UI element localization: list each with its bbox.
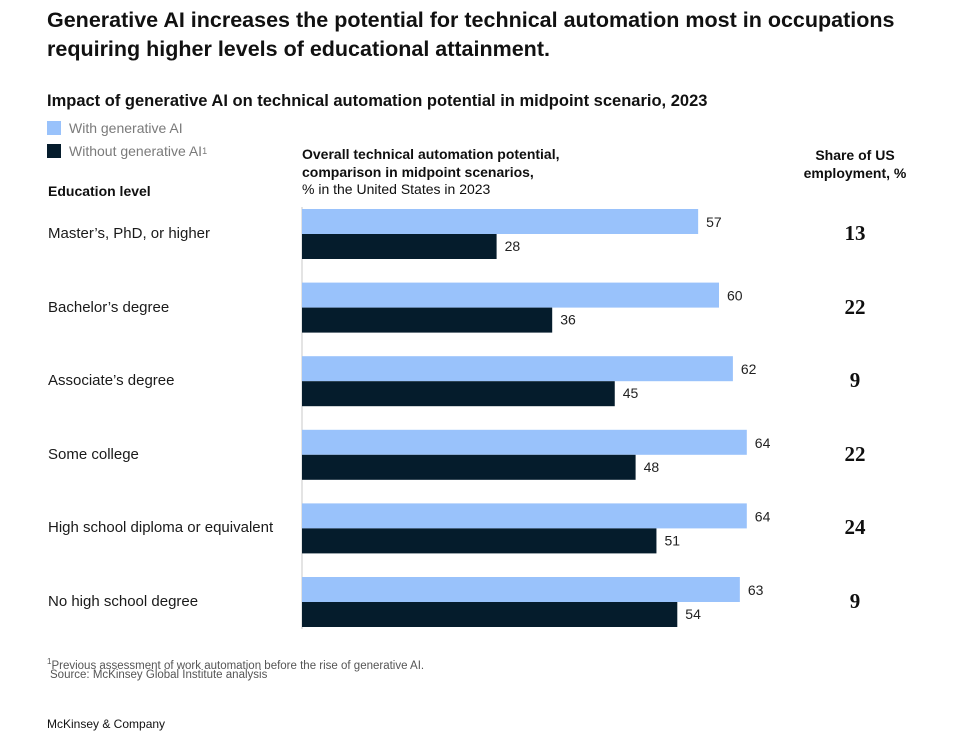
chart-header-line2: comparison in midpoint scenarios, (302, 163, 534, 180)
share-value-associate-s-degree: 9 (849, 368, 861, 393)
bar-with-ai-master-s-phd-or-higher (302, 209, 699, 234)
source-note: Source: McKinsey Global Institute analys… (50, 669, 268, 681)
data-label-without-ai-master-s-phd-or-higher: 28 (505, 238, 521, 254)
share-header-line1: Share of US (815, 147, 895, 163)
footnote: 1Previous assessment of work automation … (47, 655, 424, 673)
data-label-with-ai-some-college: 64 (755, 435, 771, 451)
brand-logo-text: McKinsey & Company (47, 717, 166, 731)
data-label-with-ai-associate-s-degree: 62 (741, 361, 757, 377)
bar-without-ai-bachelor-s-degree (302, 307, 553, 333)
data-label-without-ai-associate-s-degree: 45 (623, 385, 639, 401)
data-label-with-ai-no-high-school-degree: 63 (748, 582, 764, 598)
row-label-associate-s-degree: Associate’s degree (48, 372, 175, 390)
data-label-without-ai-bachelor-s-degree: 36 (560, 312, 576, 328)
legend-without-ai: Without generative AI 1 (47, 142, 207, 160)
share-value-high-school-diploma-or-equivalent: 24 (844, 515, 866, 540)
bar-without-ai-master-s-phd-or-higher (302, 234, 497, 259)
legend-swatch-with (47, 121, 61, 135)
legend-with-ai: With generative AI (47, 119, 183, 137)
row-label-no-high-school-degree: No high school degree (48, 593, 199, 610)
data-label-without-ai-some-college: 48 (644, 459, 660, 475)
row-label-high-school-diploma-or-equivalent: High school diploma or equivalent (48, 519, 274, 537)
row-label-bachelor-s-degree: Bachelor’s degree (48, 298, 170, 316)
share-column-header: Share of US employment, % (780, 146, 930, 182)
row-label-master-s-phd-or-higher: Master’s, PhD, or higher (48, 225, 211, 242)
bar-with-ai-some-college (302, 429, 747, 455)
bar-without-ai-no-high-school-degree (302, 602, 678, 627)
data-label-without-ai-no-high-school-degree: 54 (685, 606, 701, 622)
bar-without-ai-some-college (302, 454, 636, 480)
legend-swatch-without (47, 144, 61, 158)
row-label-some-college: Some college (48, 445, 139, 463)
bar-without-ai-high-school-diploma-or-equivalent (302, 528, 657, 554)
chart-headline: Generative AI increases the potential fo… (47, 8, 895, 61)
legend-footnote-marker: 1 (202, 146, 208, 156)
share-value-no-high-school-degree: 9 (849, 589, 861, 613)
education-column-header: Education level (48, 183, 151, 199)
chart-header-line1: Overall technical automation potential, (302, 146, 560, 162)
data-label-with-ai-bachelor-s-degree: 60 (727, 288, 743, 304)
footnote-text: Previous assessment of work automation b… (51, 659, 425, 672)
data-label-with-ai-master-s-phd-or-higher: 57 (706, 214, 722, 230)
chart-subtitle: Impact of generative AI on technical aut… (47, 92, 708, 110)
bar-with-ai-no-high-school-degree (302, 577, 740, 602)
bar-without-ai-associate-s-degree (302, 381, 615, 407)
bar-with-ai-bachelor-s-degree (302, 282, 719, 308)
data-label-with-ai-high-school-diploma-or-equivalent: 64 (755, 508, 771, 524)
chart-header-line3: % in the United States in 2023 (302, 181, 491, 197)
data-label-without-ai-high-school-diploma-or-equivalent: 51 (664, 532, 680, 548)
share-value-bachelor-s-degree: 22 (844, 294, 866, 319)
legend-with-label: With generative AI (69, 120, 183, 136)
share-value-master-s-phd-or-higher: 13 (844, 221, 866, 245)
chart-column-header: Overall technical automation potential, … (302, 146, 560, 199)
legend-without-label: Without generative AI (69, 143, 203, 159)
bar-with-ai-high-school-diploma-or-equivalent (302, 503, 747, 529)
bar-with-ai-associate-s-degree (302, 356, 733, 382)
footnote-marker: 1 (47, 657, 52, 666)
share-value-some-college: 22 (844, 441, 866, 466)
share-header-line2: employment, % (803, 165, 907, 181)
